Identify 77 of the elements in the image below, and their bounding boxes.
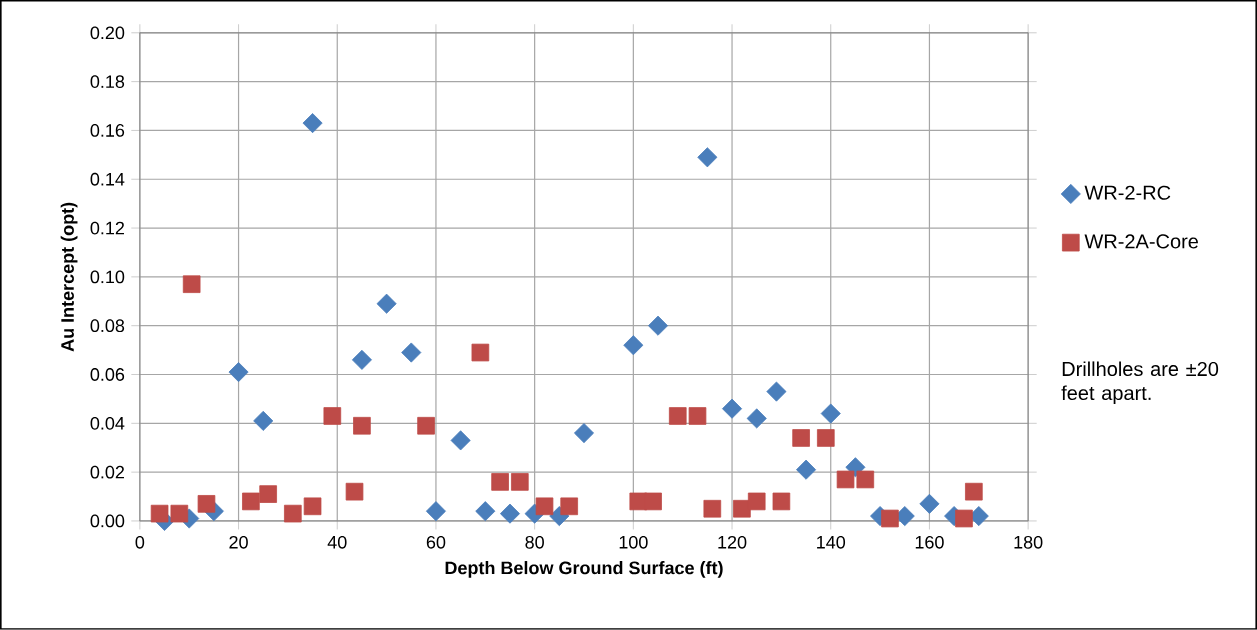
point — [170, 504, 189, 523]
point — [648, 315, 669, 336]
y-tick-label: 0.08 — [90, 319, 125, 333]
point — [965, 482, 983, 501]
point — [259, 485, 277, 504]
point — [284, 504, 302, 523]
point — [323, 407, 342, 425]
point — [417, 417, 435, 435]
y-tick-label: 0.02 — [90, 465, 124, 479]
x-tick-label: 180 — [1014, 535, 1043, 549]
point — [668, 407, 687, 425]
point — [197, 495, 216, 513]
x-tick-label: 100 — [619, 535, 648, 549]
point — [242, 492, 260, 511]
point — [228, 362, 249, 383]
point — [766, 381, 787, 402]
y-tick-label: 0.16 — [90, 124, 125, 137]
y-tick-label: 0.06 — [90, 368, 125, 381]
point — [491, 473, 509, 491]
x-tick-label: 20 — [229, 535, 248, 549]
x-tick-label: 60 — [426, 535, 446, 549]
point — [697, 147, 718, 168]
text: Drillholes are ±20 feet apart. — [1061, 361, 1219, 405]
point — [401, 342, 422, 363]
point — [425, 501, 446, 522]
point — [450, 430, 471, 451]
y-tick-label: 0.10 — [90, 270, 125, 284]
y-tick-label: 0.18 — [90, 75, 125, 89]
point — [623, 335, 644, 356]
point — [919, 493, 940, 514]
point — [792, 429, 810, 447]
y-tick-label: 0.14 — [90, 172, 125, 186]
point — [182, 275, 201, 294]
point — [351, 349, 372, 370]
point — [376, 293, 397, 314]
point — [345, 482, 364, 501]
y-tick-label: 0.04 — [90, 417, 125, 430]
legend-label: WR-2A-Core — [1084, 234, 1198, 249]
point — [688, 407, 707, 425]
point — [511, 473, 529, 491]
point — [471, 343, 490, 362]
y-axis-title: Au Intercept (opt) — [60, 202, 78, 352]
point — [817, 429, 835, 447]
point — [703, 500, 722, 518]
point — [881, 509, 899, 528]
x-tick-label: 40 — [327, 535, 347, 549]
point — [836, 470, 855, 489]
y-tick-label: 0.20 — [90, 26, 125, 40]
point — [302, 113, 323, 134]
point — [856, 470, 875, 489]
point — [796, 459, 817, 480]
point — [722, 398, 743, 419]
point — [955, 509, 973, 528]
y-tick-label: 0.00 — [90, 514, 125, 528]
x-tick-label: 80 — [525, 535, 544, 549]
point — [560, 497, 578, 516]
x-tick-label: 0 — [135, 535, 145, 549]
x-axis-title: Depth Below Ground Surface (ft) — [445, 561, 723, 578]
point — [353, 417, 371, 435]
point — [644, 492, 662, 511]
x-tick-label: 160 — [915, 535, 944, 549]
point — [573, 423, 595, 444]
point — [746, 408, 767, 429]
point — [535, 497, 554, 516]
point — [772, 492, 791, 511]
point — [303, 497, 322, 516]
point — [820, 403, 841, 424]
point — [499, 503, 520, 524]
y-tick-label: 0.12 — [90, 221, 124, 235]
point — [475, 501, 496, 522]
point — [150, 504, 169, 523]
x-tick-label: 140 — [817, 535, 846, 549]
point — [253, 410, 274, 431]
legend-label: WR-2-RC — [1084, 185, 1171, 200]
point — [747, 492, 766, 511]
x-tick-label: 120 — [718, 535, 747, 549]
point — [733, 500, 751, 518]
